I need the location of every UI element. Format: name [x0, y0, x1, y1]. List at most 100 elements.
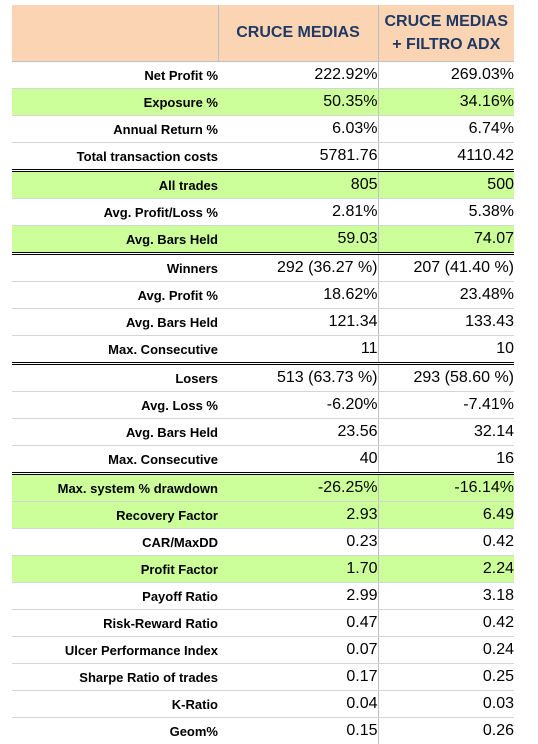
value-cruce-medias-adx: 34.16%: [378, 89, 514, 116]
value-cruce-medias-adx: 3.18: [378, 583, 514, 610]
value-cruce-medias-adx: 16: [378, 446, 514, 474]
value-cruce-medias: 292 (36.27 %): [218, 254, 378, 282]
value-cruce-medias: 2.93: [218, 502, 378, 529]
value-cruce-medias-adx: 207 (41.40 %): [378, 254, 514, 282]
value-cruce-medias-adx: 133.43: [378, 309, 514, 336]
row-label: Avg. Bars Held: [12, 226, 218, 254]
row-label: Recovery Factor: [12, 502, 218, 529]
value-cruce-medias: 0.15: [218, 718, 378, 744]
value-cruce-medias: 0.07: [218, 637, 378, 664]
value-cruce-medias-adx: -16.14%: [378, 474, 514, 502]
row-label: K-Ratio: [12, 691, 218, 718]
value-cruce-medias: 0.23: [218, 529, 378, 556]
value-cruce-medias: 23.56: [218, 419, 378, 446]
row-label: Avg. Profit/Loss %: [12, 199, 218, 226]
value-cruce-medias: 1.70: [218, 556, 378, 583]
row-label: Avg. Bars Held: [12, 309, 218, 336]
header-label-cell: [12, 5, 218, 62]
value-cruce-medias-adx: 32.14: [378, 419, 514, 446]
table-row: Annual Return %6.03%6.74%: [12, 116, 514, 143]
value-cruce-medias-adx: 5.38%: [378, 199, 514, 226]
row-label: Net Profit %: [12, 62, 218, 89]
table-row: Max. system % drawdown-26.25%-16.14%: [12, 474, 514, 502]
value-cruce-medias: 2.81%: [218, 199, 378, 226]
row-label: Geom%: [12, 718, 218, 744]
header-row: CRUCE MEDIAS CRUCE MEDIAS + FILTRO ADX: [12, 5, 514, 62]
value-cruce-medias: 50.35%: [218, 89, 378, 116]
value-cruce-medias: 40: [218, 446, 378, 474]
header-line-1: CRUCE MEDIAS: [384, 13, 508, 30]
value-cruce-medias-adx: 0.26: [378, 718, 514, 744]
row-label: Losers: [12, 364, 218, 392]
header-cruce-medias: CRUCE MEDIAS: [218, 5, 378, 62]
value-cruce-medias-adx: 293 (58.60 %): [378, 364, 514, 392]
table-row: Avg. Profit/Loss %2.81%5.38%: [12, 199, 514, 226]
value-cruce-medias: 6.03%: [218, 116, 378, 143]
row-label: CAR/MaxDD: [12, 529, 218, 556]
table-row: Exposure %50.35%34.16%: [12, 89, 514, 116]
value-cruce-medias-adx: 0.42: [378, 610, 514, 637]
stats-rows: Net Profit %222.92%269.03%Exposure %50.3…: [12, 62, 514, 744]
value-cruce-medias-adx: 0.03: [378, 691, 514, 718]
row-label: Payoff Ratio: [12, 583, 218, 610]
value-cruce-medias-adx: 269.03%: [378, 62, 514, 89]
row-label: All trades: [12, 171, 218, 199]
row-label: Annual Return %: [12, 116, 218, 143]
table-row: Avg. Profit %18.62%23.48%: [12, 282, 514, 309]
value-cruce-medias: 11: [218, 336, 378, 364]
value-cruce-medias: 121.34: [218, 309, 378, 336]
value-cruce-medias: 513 (63.73 %): [218, 364, 378, 392]
value-cruce-medias: 5781.76: [218, 143, 378, 171]
row-label: Max. Consecutive: [12, 446, 218, 474]
value-cruce-medias-adx: 4110.42: [378, 143, 514, 171]
value-cruce-medias: 2.99: [218, 583, 378, 610]
value-cruce-medias: 0.47: [218, 610, 378, 637]
stats-table: CRUCE MEDIAS CRUCE MEDIAS + FILTRO ADX Ne…: [12, 5, 514, 744]
value-cruce-medias-adx: 23.48%: [378, 282, 514, 309]
header-line-2: + FILTRO ADX: [392, 36, 500, 53]
header-cruce-medias-filtro-adx: CRUCE MEDIAS + FILTRO ADX: [378, 5, 514, 62]
row-label: Profit Factor: [12, 556, 218, 583]
value-cruce-medias-adx: 0.25: [378, 664, 514, 691]
row-label: Max. system % drawdown: [12, 474, 218, 502]
table-row: Avg. Loss %-6.20%-7.41%: [12, 392, 514, 419]
row-label: Exposure %: [12, 89, 218, 116]
value-cruce-medias: 0.17: [218, 664, 378, 691]
table-row: Net Profit %222.92%269.03%: [12, 62, 514, 89]
value-cruce-medias: 0.04: [218, 691, 378, 718]
value-cruce-medias-adx: 10: [378, 336, 514, 364]
row-label: Winners: [12, 254, 218, 282]
value-cruce-medias: 805: [218, 171, 378, 199]
value-cruce-medias-adx: 74.07: [378, 226, 514, 254]
row-label: Ulcer Performance Index: [12, 637, 218, 664]
value-cruce-medias: -26.25%: [218, 474, 378, 502]
value-cruce-medias-adx: -7.41%: [378, 392, 514, 419]
value-cruce-medias: 59.03: [218, 226, 378, 254]
value-cruce-medias-adx: 0.42: [378, 529, 514, 556]
value-cruce-medias-adx: 0.24: [378, 637, 514, 664]
row-label: Sharpe Ratio of trades: [12, 664, 218, 691]
value-cruce-medias-adx: 6.74%: [378, 116, 514, 143]
row-label: Max. Consecutive: [12, 336, 218, 364]
value-cruce-medias: 18.62%: [218, 282, 378, 309]
row-label: Risk-Reward Ratio: [12, 610, 218, 637]
row-label: Avg. Profit %: [12, 282, 218, 309]
row-label: Avg. Loss %: [12, 392, 218, 419]
value-cruce-medias-adx: 2.24: [378, 556, 514, 583]
row-label: Avg. Bars Held: [12, 419, 218, 446]
value-cruce-medias: -6.20%: [218, 392, 378, 419]
